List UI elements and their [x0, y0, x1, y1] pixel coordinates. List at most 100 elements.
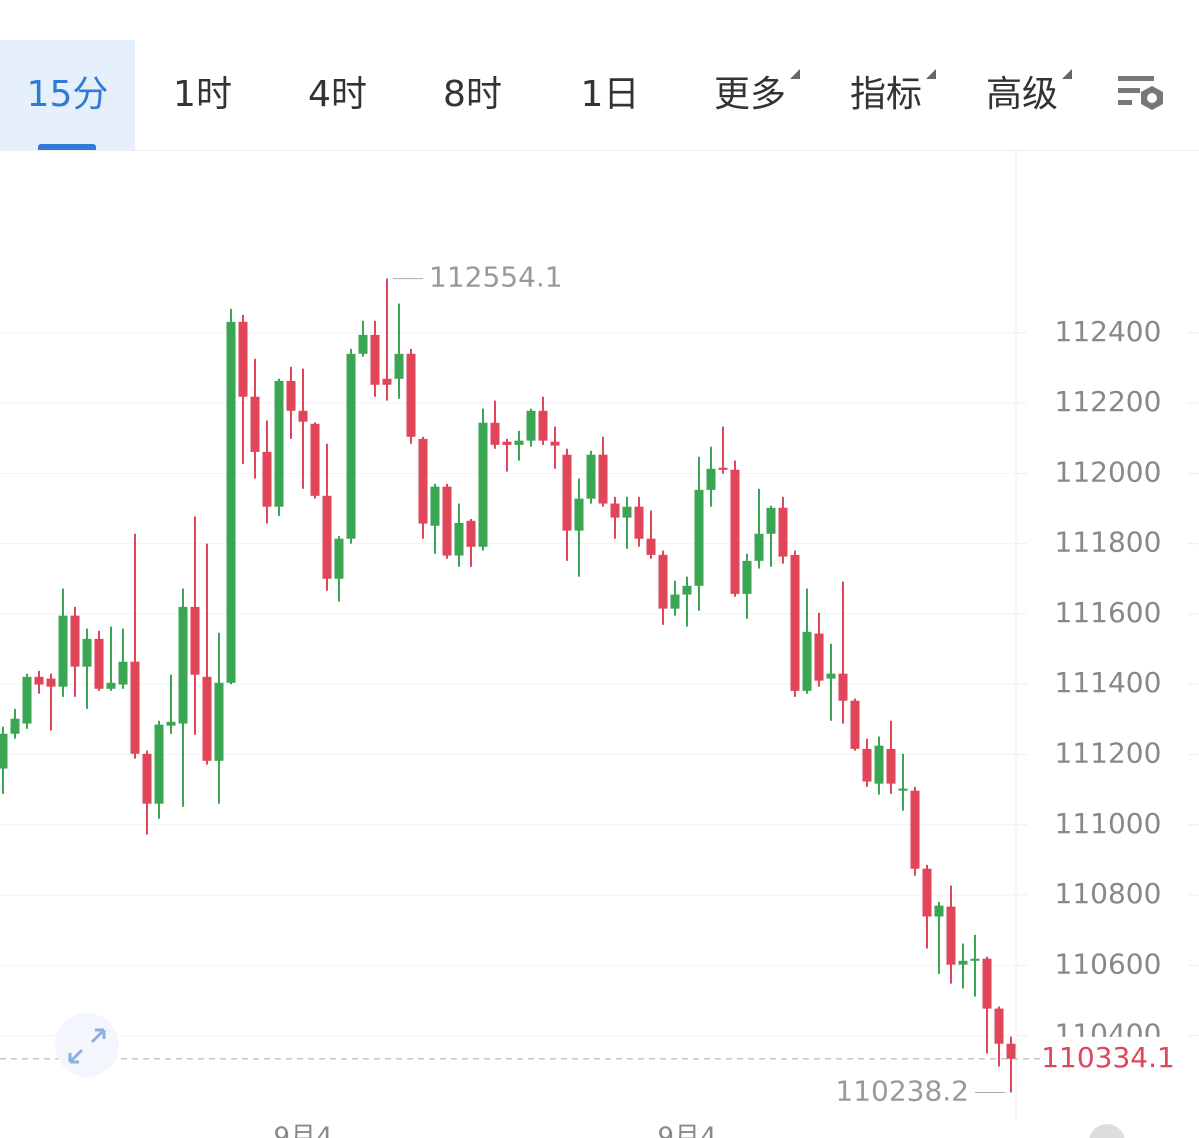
candle-body	[382, 378, 392, 385]
candle-body	[670, 594, 680, 609]
candle-body	[910, 790, 920, 869]
tab-label: 4时	[308, 74, 367, 115]
candle-body	[586, 454, 596, 499]
tab[interactable]: 高级	[962, 40, 1082, 150]
dropdown-triangle	[790, 69, 800, 79]
tab[interactable]: 指标	[826, 40, 946, 150]
candle-body	[154, 724, 164, 804]
candle-body	[250, 396, 260, 452]
y-tick-label: 112000	[1055, 455, 1162, 488]
candle-body	[514, 440, 524, 445]
candle-body	[178, 606, 188, 724]
candle-body	[322, 495, 332, 579]
candle-body	[838, 673, 848, 701]
y-tick-label: 111000	[1055, 807, 1162, 840]
candle-body	[826, 673, 836, 679]
expand-bg	[55, 1013, 119, 1077]
x-tick-label: 9月4	[657, 1123, 716, 1138]
candle-body	[706, 468, 716, 490]
tab[interactable]: 更多	[690, 40, 810, 150]
tab-label: 更多	[714, 69, 800, 115]
tab[interactable]: 4时	[270, 40, 405, 150]
tab-label: 8时	[443, 74, 502, 115]
expand-button[interactable]	[55, 1013, 119, 1077]
candle-body	[526, 410, 536, 441]
candle-body	[106, 682, 116, 689]
candle-body	[1006, 1043, 1016, 1059]
tab-label: 1日	[580, 74, 640, 115]
candle-body	[394, 353, 404, 379]
timeframe-tabs: 15分 1时 4时 8时 1日 更多 指标 高级	[0, 40, 1199, 151]
candle-body	[802, 631, 812, 691]
dropdown-triangle	[926, 69, 936, 79]
candle-body	[94, 638, 104, 689]
candle-body	[10, 718, 20, 734]
candle-body	[550, 441, 560, 446]
candle-body	[334, 538, 344, 579]
tab[interactable]: 1日	[540, 40, 680, 150]
candle-body	[790, 554, 800, 691]
candle-body	[202, 676, 212, 761]
candle-body	[682, 585, 692, 595]
candle-body	[874, 745, 884, 784]
candle-body	[718, 467, 728, 470]
x-tick-label: 9月4	[273, 1123, 332, 1138]
candle-body	[262, 451, 272, 507]
y-tick-label: 111800	[1055, 526, 1162, 559]
candle-body	[658, 554, 668, 609]
candle-body	[82, 638, 92, 667]
settings-icon[interactable]	[1112, 66, 1172, 126]
candle-body	[0, 733, 8, 769]
tab-label: 15分	[26, 74, 109, 115]
scroll-handle	[1089, 1124, 1125, 1138]
candle-body	[490, 422, 500, 445]
candle-body	[58, 615, 68, 687]
tab[interactable]: 8时	[405, 40, 540, 150]
candle-body	[598, 454, 608, 504]
candle-body	[310, 423, 320, 496]
candle-body	[538, 410, 548, 441]
y-tick-label: 112200	[1055, 385, 1162, 418]
candle-body	[226, 321, 236, 683]
candle-body	[814, 633, 824, 681]
candle-body	[238, 321, 248, 397]
tab-label: 1时	[173, 74, 232, 115]
candle-body	[22, 676, 32, 724]
y-tick-label: 110800	[1055, 877, 1162, 910]
candle-body	[694, 489, 704, 586]
candle-body	[466, 520, 476, 547]
candle-body	[862, 748, 872, 782]
max-label: 112554.1	[429, 261, 563, 294]
min-label: 110238.2	[835, 1075, 969, 1108]
candle-body	[34, 676, 44, 685]
candle-body	[934, 905, 944, 917]
candle-body	[634, 506, 644, 539]
y-tick-label: 111200	[1055, 736, 1162, 769]
candle-body	[418, 438, 428, 524]
candle-body	[406, 353, 416, 437]
candle-body	[46, 678, 56, 687]
candle-body	[142, 753, 152, 804]
candle-body	[622, 506, 632, 518]
active-indicator	[38, 144, 96, 150]
dropdown-triangle	[1062, 69, 1072, 79]
candle-body	[730, 469, 740, 594]
candle-body	[922, 868, 932, 917]
y-tick-label: 111600	[1055, 596, 1162, 629]
candle-body	[502, 441, 512, 445]
last-price-box	[1040, 1036, 1180, 1081]
candle-body	[274, 380, 284, 507]
tab[interactable]: 1时	[135, 40, 270, 150]
candle-body	[946, 906, 956, 965]
candle-body	[778, 507, 788, 557]
candle-body	[994, 1008, 1004, 1044]
candle-body	[358, 334, 368, 354]
candle-body	[970, 958, 980, 961]
candle-body	[898, 788, 908, 791]
candle-body	[118, 661, 128, 685]
candle-body	[766, 507, 776, 534]
candle-body	[646, 538, 656, 555]
candle-body	[286, 380, 296, 411]
tab[interactable]: 15分	[0, 40, 135, 150]
